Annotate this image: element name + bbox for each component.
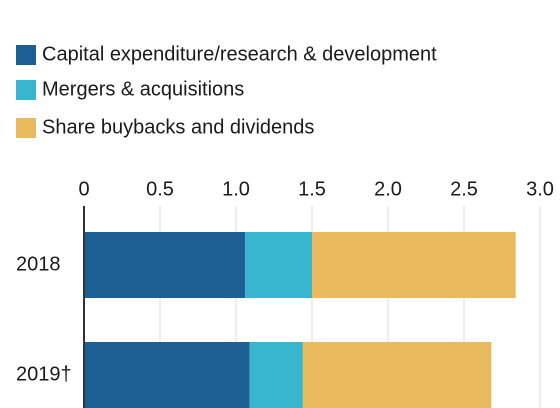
- legend-swatch: [16, 80, 36, 100]
- bar-segment: [302, 342, 492, 408]
- x-tick-label: 2.5: [450, 178, 478, 200]
- bar-segment: [84, 342, 250, 408]
- y-tick-label: 2019†: [16, 363, 72, 385]
- x-tick-label: 3.0: [526, 178, 554, 200]
- bar-segment: [249, 342, 303, 408]
- x-tick-label: 0: [78, 178, 89, 200]
- x-tick-label: 1.0: [222, 178, 250, 200]
- x-tick-label: 2.0: [374, 178, 402, 200]
- legend-label: Mergers & acquisitions: [42, 78, 244, 100]
- legend-label: Capital expenditure/research & developme…: [42, 43, 437, 65]
- legend-label: Share buybacks and dividends: [42, 116, 314, 138]
- legend-swatch: [16, 45, 36, 65]
- bar-segment: [84, 232, 246, 298]
- y-tick-label: 2018: [16, 253, 61, 275]
- bar-segment: [245, 232, 312, 298]
- bar-segment: [312, 232, 516, 298]
- x-tick-label: 0.5: [146, 178, 174, 200]
- x-tick-label: 1.5: [298, 178, 326, 200]
- legend-swatch: [16, 118, 36, 138]
